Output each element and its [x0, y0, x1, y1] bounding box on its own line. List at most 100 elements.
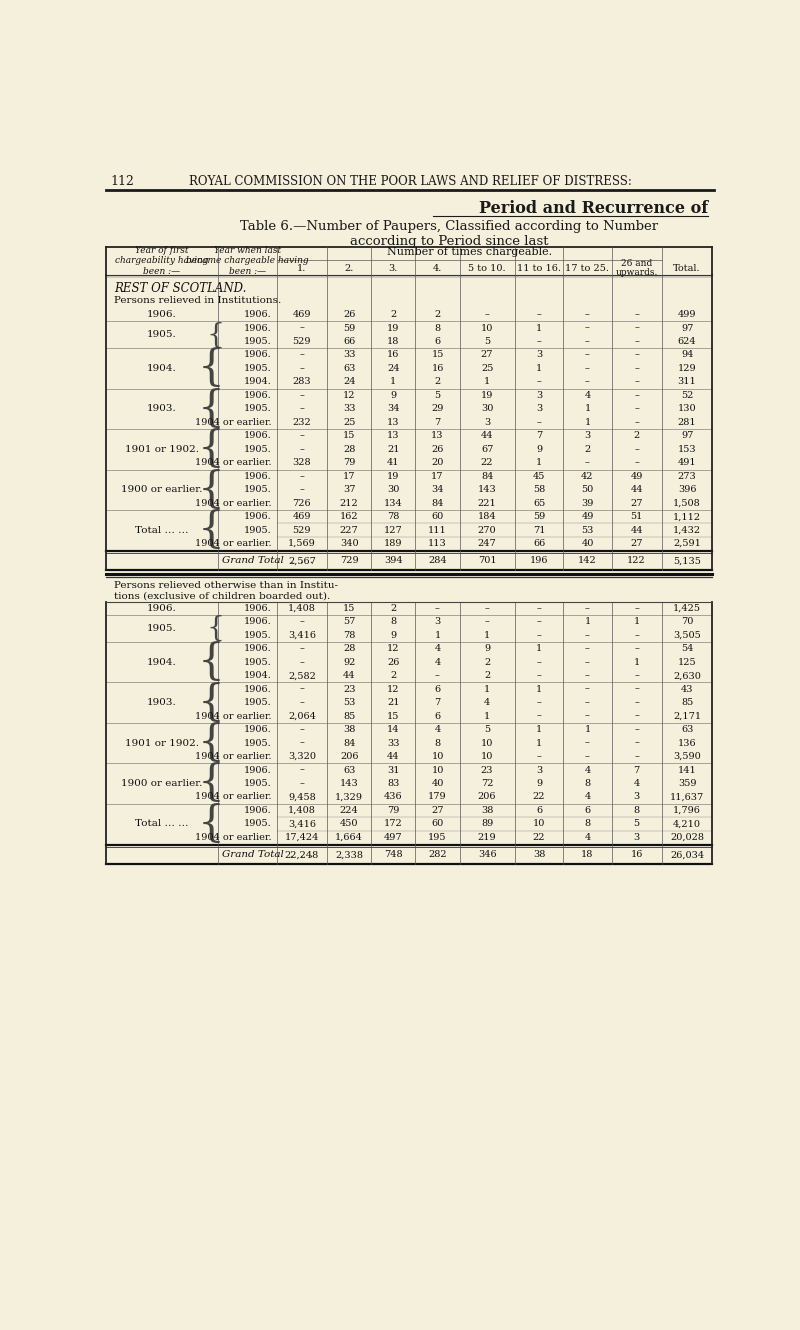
- Text: 25: 25: [343, 418, 355, 427]
- Text: 3: 3: [536, 766, 542, 774]
- Text: 1904.: 1904.: [244, 378, 272, 387]
- Text: –: –: [585, 738, 590, 747]
- Text: 10: 10: [431, 766, 444, 774]
- Text: 3,590: 3,590: [673, 751, 701, 761]
- Text: 84: 84: [481, 472, 494, 480]
- Text: 7: 7: [434, 698, 441, 708]
- Text: 469: 469: [293, 310, 311, 319]
- Text: 1: 1: [484, 378, 490, 387]
- Text: 1,112: 1,112: [673, 512, 701, 521]
- Text: 10: 10: [533, 819, 546, 829]
- Text: 27: 27: [630, 499, 643, 508]
- Text: –: –: [585, 672, 590, 680]
- Text: 9: 9: [536, 779, 542, 787]
- Text: {: {: [206, 322, 225, 348]
- Text: 1,569: 1,569: [288, 539, 316, 548]
- Text: –: –: [585, 751, 590, 761]
- Text: 232: 232: [293, 418, 311, 427]
- Text: 1906.: 1906.: [244, 323, 272, 332]
- Text: 70: 70: [681, 617, 694, 626]
- Text: 44: 44: [387, 751, 399, 761]
- Text: 1904 or earlier.: 1904 or earlier.: [195, 418, 272, 427]
- Text: 469: 469: [293, 512, 311, 521]
- Text: 63: 63: [343, 766, 355, 774]
- Text: 42: 42: [582, 472, 594, 480]
- Text: –: –: [634, 698, 639, 708]
- Text: 2: 2: [390, 672, 397, 680]
- Text: 83: 83: [387, 779, 399, 787]
- Text: –: –: [634, 604, 639, 613]
- Text: 17 to 25.: 17 to 25.: [566, 263, 610, 273]
- Text: –: –: [299, 685, 304, 694]
- Text: 25: 25: [481, 364, 494, 372]
- Text: 13: 13: [387, 418, 399, 427]
- Text: 2: 2: [634, 431, 640, 440]
- Text: 59: 59: [343, 323, 355, 332]
- Text: 1: 1: [390, 378, 397, 387]
- Text: 162: 162: [340, 512, 358, 521]
- Text: –: –: [634, 459, 639, 467]
- Text: 18: 18: [387, 336, 399, 346]
- Text: Total.: Total.: [674, 263, 701, 273]
- Text: 3: 3: [536, 391, 542, 400]
- Text: 59: 59: [533, 512, 545, 521]
- Text: 127: 127: [384, 525, 402, 535]
- Text: 1: 1: [484, 685, 490, 694]
- Text: 97: 97: [681, 431, 694, 440]
- Text: –: –: [537, 630, 542, 640]
- Text: 273: 273: [678, 472, 697, 480]
- Text: –: –: [585, 644, 590, 653]
- Text: 1: 1: [536, 644, 542, 653]
- Text: 23: 23: [481, 766, 494, 774]
- Text: 2,582: 2,582: [288, 672, 316, 680]
- Text: 282: 282: [428, 850, 447, 859]
- Text: –: –: [537, 712, 542, 721]
- Text: 33: 33: [343, 404, 355, 414]
- Text: 529: 529: [293, 525, 311, 535]
- Text: 328: 328: [293, 459, 311, 467]
- Text: 499: 499: [678, 310, 696, 319]
- Text: –: –: [634, 672, 639, 680]
- Text: 143: 143: [478, 485, 497, 495]
- Text: 26 and: 26 and: [621, 259, 652, 269]
- Text: 38: 38: [481, 806, 494, 815]
- Text: 1: 1: [584, 404, 590, 414]
- Text: –: –: [537, 336, 542, 346]
- Text: –: –: [634, 391, 639, 400]
- Text: 12: 12: [343, 391, 355, 400]
- Text: 1904 or earlier.: 1904 or earlier.: [195, 539, 272, 548]
- Text: 13: 13: [387, 431, 399, 440]
- Text: –: –: [299, 472, 304, 480]
- Text: 17: 17: [431, 472, 444, 480]
- Text: 6: 6: [434, 685, 441, 694]
- Text: 5: 5: [434, 391, 441, 400]
- Text: 49: 49: [582, 512, 594, 521]
- Text: 10: 10: [431, 751, 444, 761]
- Text: 9: 9: [484, 644, 490, 653]
- Text: 85: 85: [343, 712, 355, 721]
- Text: according to Period since last: according to Period since last: [350, 235, 548, 249]
- Text: 1906.: 1906.: [244, 617, 272, 626]
- Text: –: –: [585, 459, 590, 467]
- Text: 22: 22: [533, 793, 546, 802]
- Text: –: –: [537, 698, 542, 708]
- Text: 1: 1: [634, 658, 640, 666]
- Text: REST OF SCOTLAND.: REST OF SCOTLAND.: [114, 282, 246, 295]
- Text: –: –: [299, 725, 304, 734]
- Text: 136: 136: [678, 738, 696, 747]
- Text: 270: 270: [478, 525, 497, 535]
- Text: 79: 79: [387, 806, 399, 815]
- Text: 1904 or earlier.: 1904 or earlier.: [195, 712, 272, 721]
- Text: 1904 or earlier.: 1904 or earlier.: [195, 793, 272, 802]
- Text: –: –: [299, 391, 304, 400]
- Text: 227: 227: [340, 525, 358, 535]
- Text: 11,637: 11,637: [670, 793, 704, 802]
- Text: 1: 1: [434, 630, 441, 640]
- Text: 224: 224: [340, 806, 358, 815]
- Text: 84: 84: [431, 499, 444, 508]
- Text: 15: 15: [343, 604, 355, 613]
- Text: 4: 4: [434, 644, 441, 653]
- Text: 219: 219: [478, 833, 497, 842]
- Text: 1901 or 1902.: 1901 or 1902.: [125, 444, 199, 454]
- Text: 21: 21: [387, 444, 399, 454]
